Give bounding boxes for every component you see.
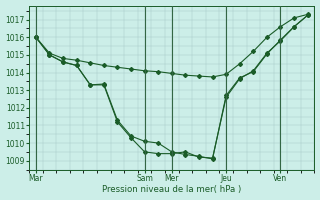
X-axis label: Pression niveau de la mer( hPa ): Pression niveau de la mer( hPa ) [102, 185, 241, 194]
